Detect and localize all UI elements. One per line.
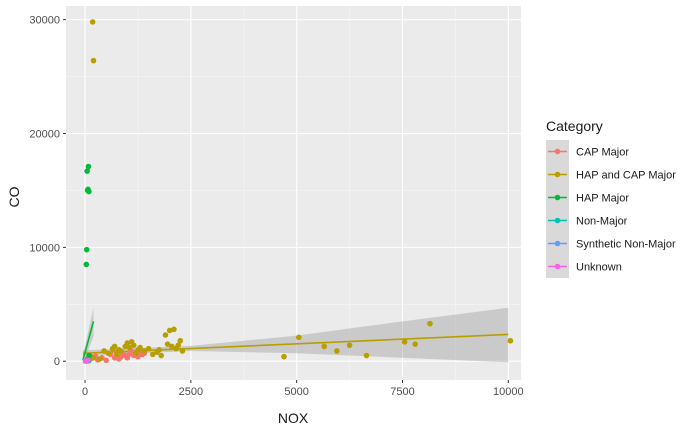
legend-label: Non-Major bbox=[576, 216, 628, 228]
data-point bbox=[427, 320, 433, 327]
y-tick-label: 30000 bbox=[29, 15, 60, 27]
data-point bbox=[346, 342, 353, 349]
legend-key-point bbox=[554, 171, 561, 178]
x-axis-title: NOX bbox=[278, 410, 309, 426]
data-point bbox=[85, 163, 92, 170]
data-point bbox=[83, 246, 90, 253]
grid-minor bbox=[66, 6, 521, 380]
legend-key-point bbox=[554, 240, 561, 247]
x-tick-label: 5000 bbox=[284, 386, 308, 398]
data-point bbox=[412, 341, 418, 347]
trend-lines bbox=[82, 321, 509, 361]
data-point bbox=[363, 352, 370, 359]
legend-item: HAP Major bbox=[546, 186, 629, 209]
trend-line bbox=[82, 321, 95, 361]
data-point bbox=[124, 340, 131, 346]
data-point bbox=[158, 352, 165, 359]
data-point bbox=[83, 261, 90, 268]
y-axis-ticks: 0 10000 20000 30000 bbox=[29, 15, 66, 368]
plot-panel bbox=[66, 6, 521, 380]
legend-label: HAP Major bbox=[576, 193, 629, 205]
y-tick-label: 10000 bbox=[29, 242, 60, 254]
data-point bbox=[90, 354, 97, 361]
data-point bbox=[507, 337, 514, 344]
data-point bbox=[295, 334, 302, 341]
data-point bbox=[89, 19, 96, 25]
data-point bbox=[145, 345, 152, 352]
data-point bbox=[166, 327, 173, 334]
legend-key-point bbox=[554, 148, 561, 155]
data-point bbox=[118, 348, 124, 354]
data-point bbox=[97, 356, 103, 362]
data-point bbox=[162, 332, 169, 338]
data-point bbox=[179, 348, 186, 354]
grid-major bbox=[66, 6, 521, 380]
data-point bbox=[321, 343, 327, 350]
legend-label: CAP Major bbox=[576, 147, 629, 159]
legend-item: CAP Major bbox=[546, 140, 629, 163]
data-point bbox=[334, 348, 340, 354]
legend-key-point bbox=[554, 194, 561, 201]
legend-item: Synthetic Non-Major bbox=[546, 232, 676, 255]
data-point bbox=[101, 348, 107, 354]
data-point bbox=[137, 344, 143, 351]
data-point bbox=[164, 341, 171, 347]
data-point bbox=[141, 348, 148, 354]
x-tick-label: 7500 bbox=[390, 386, 414, 398]
data-point bbox=[84, 168, 90, 174]
legend-label: HAP and CAP Major bbox=[576, 170, 676, 182]
data-point bbox=[85, 357, 91, 363]
data-point bbox=[85, 186, 91, 193]
legend-item: Non-Major bbox=[546, 209, 628, 232]
data-point bbox=[177, 337, 184, 344]
legend-key-point bbox=[554, 217, 561, 224]
legend-label: Synthetic Non-Major bbox=[576, 239, 676, 251]
x-tick-label: 2500 bbox=[179, 386, 203, 398]
legend-label: Unknown bbox=[576, 262, 622, 274]
legend-item: HAP and CAP Major bbox=[546, 163, 676, 186]
x-axis-ticks: 0 2500 5000 7500 10000 bbox=[82, 380, 524, 398]
y-axis-title: CO bbox=[6, 186, 22, 207]
legend-title: Category bbox=[546, 118, 603, 134]
data-point bbox=[171, 326, 177, 333]
data-point bbox=[175, 342, 181, 349]
legend: Category CAP Major HAP and CAP Major HAP M… bbox=[546, 118, 676, 278]
data-point bbox=[90, 57, 97, 64]
data-point bbox=[156, 347, 162, 353]
data-point bbox=[113, 351, 120, 358]
y-tick-label: 0 bbox=[54, 356, 60, 368]
y-tick-label: 20000 bbox=[29, 129, 60, 141]
legend-item: Unknown bbox=[546, 255, 622, 278]
data-point bbox=[111, 343, 118, 350]
legend-key-point bbox=[554, 263, 561, 270]
data-point bbox=[103, 357, 110, 364]
data-point bbox=[149, 351, 156, 358]
x-tick-label: 0 bbox=[82, 386, 88, 398]
data-point bbox=[281, 353, 287, 360]
data-point bbox=[105, 350, 112, 357]
legend-items: CAP Major HAP and CAP Major HAP Major Non-M… bbox=[546, 140, 676, 278]
data-point bbox=[130, 342, 137, 349]
data-points bbox=[82, 19, 514, 364]
trend-line bbox=[82, 333, 509, 355]
data-point bbox=[169, 343, 175, 350]
data-point bbox=[401, 339, 408, 345]
x-tick-label: 10000 bbox=[493, 386, 524, 398]
data-point bbox=[126, 344, 133, 351]
